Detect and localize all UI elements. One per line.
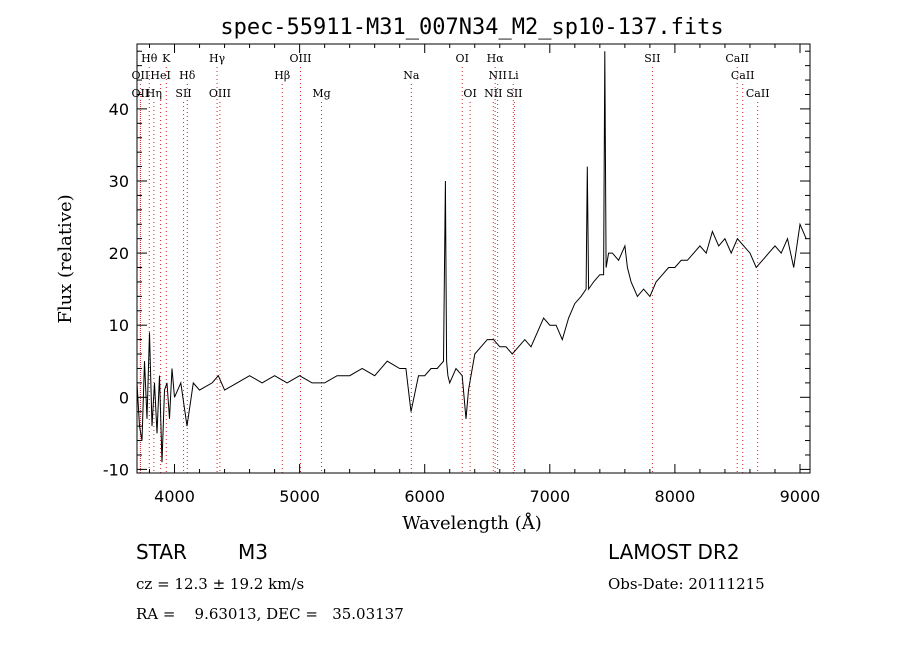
marker-label-18: SII xyxy=(175,87,191,100)
marker-label-20: Mg xyxy=(312,87,330,100)
x-tick-label-3: 7000 xyxy=(529,487,570,506)
plot-frame xyxy=(136,43,811,474)
y-axis-label: Flux (relative) xyxy=(55,194,76,323)
x-axis-label: Wavelength (Å) xyxy=(402,512,542,534)
marker-label-6: SII xyxy=(644,52,660,65)
marker-label-17: Hη xyxy=(146,87,162,100)
marker-label-14: Li xyxy=(508,69,519,82)
marker-label-5: Hα xyxy=(487,52,505,65)
marker-label-22: NII xyxy=(484,87,502,100)
marker-label-19: OIII xyxy=(209,87,231,100)
y-tick-label-2: 10 xyxy=(109,316,129,335)
marker-label-2: Hγ xyxy=(209,52,226,65)
survey-name: LAMOST DR2 xyxy=(608,540,740,564)
y-tick-label-4: 30 xyxy=(109,172,129,191)
marker-label-11: Hβ xyxy=(274,69,290,82)
x-tick-label-4: 8000 xyxy=(655,487,696,506)
obs-date: Obs-Date: 20111215 xyxy=(608,575,765,593)
chart-title: spec-55911-M31_007N34_M2_sp10-137.fits xyxy=(220,15,723,40)
coordinates-readout: RA = 9.63013, DEC = 35.03137 xyxy=(136,605,404,623)
x-tick-label-1: 5000 xyxy=(279,487,320,506)
redshift-readout: cz = 12.3 ± 19.2 km/s xyxy=(136,575,305,593)
marker-label-13: NII xyxy=(488,69,506,82)
marker-label-8: OII xyxy=(132,69,150,82)
marker-label-4: OI xyxy=(456,52,469,65)
x-tick-label-2: 6000 xyxy=(404,487,445,506)
spectrum-line xyxy=(136,51,807,463)
y-tick-label-3: 20 xyxy=(109,244,129,263)
y-tick-label-1: 0 xyxy=(119,388,129,407)
marker-label-0: Hθ xyxy=(141,52,158,65)
object-class: STAR xyxy=(136,540,187,564)
marker-label-23: SII xyxy=(506,87,522,100)
x-tick-label-5: 9000 xyxy=(780,487,821,506)
marker-label-21: OI xyxy=(463,87,476,100)
marker-label-24: CaII xyxy=(746,87,770,100)
marker-label-16: OII xyxy=(132,87,150,100)
x-tick-label-0: 4000 xyxy=(154,487,195,506)
y-tick-label-5: 40 xyxy=(109,100,129,119)
marker-label-1: K xyxy=(162,52,171,65)
y-tick-label-0: -10 xyxy=(103,460,129,479)
marker-label-12: Na xyxy=(403,69,420,82)
object-subclass: M3 xyxy=(238,540,268,564)
marker-label-10: Hδ xyxy=(179,69,196,82)
marker-label-7: CaII xyxy=(725,52,749,65)
axis-ticks: 4000 5000 6000 7000 8000 9000 -10 0 10 20 30 40 xyxy=(103,44,820,506)
marker-label-15: CaII xyxy=(731,69,755,82)
marker-label-9: HeI xyxy=(150,69,170,82)
marker-label-3: OIII xyxy=(289,52,311,65)
